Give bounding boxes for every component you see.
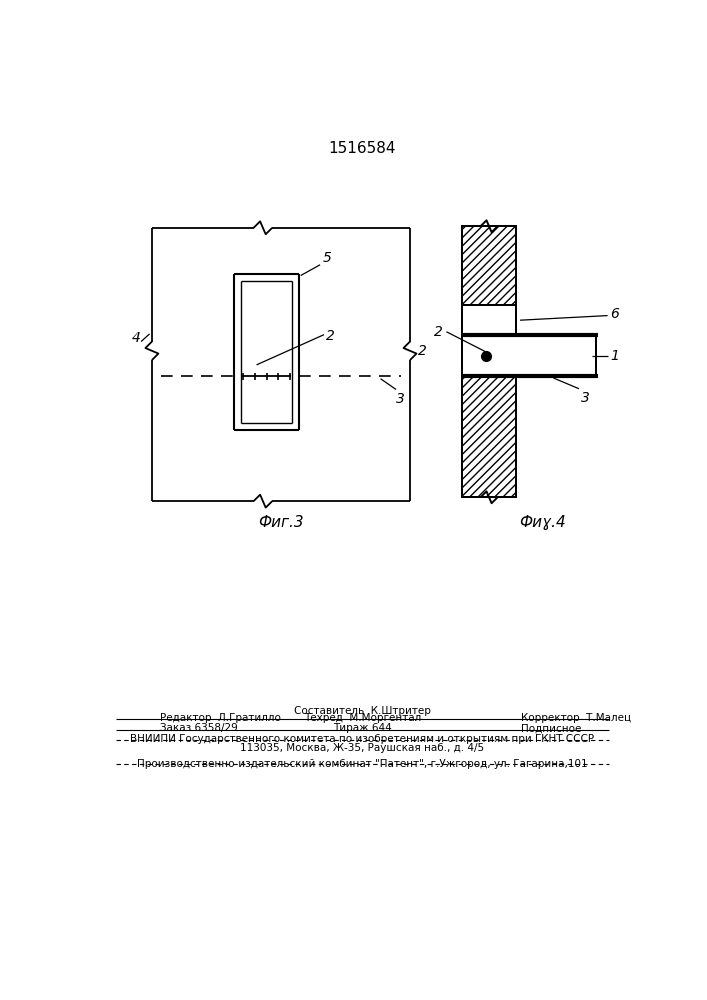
Text: ВНИИПИ Государственного комитета по изобретениям и открытиям при ГКНТ СССР: ВНИИПИ Государственного комитета по изоб… xyxy=(130,734,595,744)
Text: Подписное: Подписное xyxy=(521,723,582,733)
Text: Редактор  Л.Гратилло: Редактор Л.Гратилло xyxy=(160,713,281,723)
Text: Фиɣ.4: Фиɣ.4 xyxy=(519,515,566,530)
Text: 1516584: 1516584 xyxy=(328,141,396,156)
Text: 5: 5 xyxy=(322,251,332,265)
Text: 113035, Москва, Ж-35, Раушская наб., д. 4/5: 113035, Москва, Ж-35, Раушская наб., д. … xyxy=(240,743,484,753)
Text: 1: 1 xyxy=(610,349,619,363)
Text: Заказ 6358/29: Заказ 6358/29 xyxy=(160,723,238,733)
Text: 6: 6 xyxy=(610,307,619,321)
Text: 2: 2 xyxy=(433,325,443,339)
Text: Составитель  К.Штритер: Составитель К.Штритер xyxy=(294,706,431,716)
Bar xyxy=(462,336,596,376)
Text: Корректор  Т.Малец: Корректор Т.Малец xyxy=(521,713,631,723)
Text: 3: 3 xyxy=(396,392,405,406)
Text: Производственно-издательский комбинат "Патент", г.Ужгород, ул. Гагарина,101: Производственно-издательский комбинат "П… xyxy=(137,759,588,769)
Text: Тираж 644: Тираж 644 xyxy=(333,723,392,733)
Bar xyxy=(462,226,516,305)
Text: 2: 2 xyxy=(327,329,335,343)
Bar xyxy=(462,376,516,497)
Text: Техред  М.Моргентал: Техред М.Моргентал xyxy=(304,713,421,723)
Bar xyxy=(462,305,516,336)
Text: 3: 3 xyxy=(580,391,590,405)
Text: 2: 2 xyxy=(418,344,426,358)
Text: Фиг.3: Фиг.3 xyxy=(258,515,304,530)
Text: 4: 4 xyxy=(132,331,141,345)
